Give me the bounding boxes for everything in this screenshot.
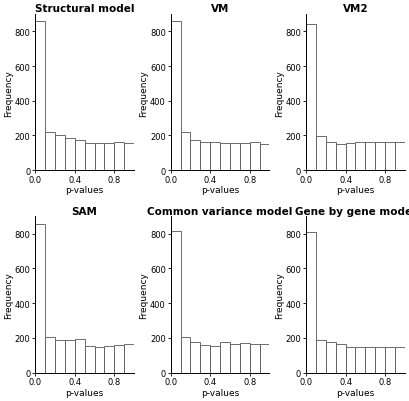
Y-axis label: Frequency: Frequency [275, 271, 284, 318]
Bar [249, 143, 260, 171]
Bar [200, 143, 210, 171]
Bar [200, 345, 210, 373]
Bar [346, 144, 355, 171]
Bar [45, 133, 55, 171]
X-axis label: p-values: p-values [65, 186, 104, 195]
Bar [316, 137, 326, 171]
Bar [171, 231, 180, 373]
Bar [94, 348, 104, 373]
Bar [355, 347, 365, 373]
Bar [210, 346, 220, 373]
Bar [260, 145, 270, 171]
Bar [220, 144, 230, 171]
Title: Gene by gene model: Gene by gene model [295, 206, 409, 216]
Bar [326, 143, 336, 171]
Bar [94, 144, 104, 171]
Bar [230, 144, 240, 171]
Bar [336, 344, 346, 373]
Bar [375, 348, 385, 373]
Bar [45, 337, 55, 373]
Bar [114, 345, 124, 373]
Bar [306, 25, 316, 171]
Y-axis label: Frequency: Frequency [4, 69, 13, 116]
Title: VM: VM [211, 4, 229, 14]
Bar [260, 344, 270, 373]
Bar [240, 343, 249, 373]
Bar [336, 145, 346, 171]
X-axis label: p-values: p-values [65, 388, 104, 397]
Bar [220, 342, 230, 373]
Bar [191, 140, 200, 171]
Bar [55, 136, 65, 171]
Bar [395, 143, 405, 171]
Bar [210, 143, 220, 171]
Bar [65, 340, 75, 373]
Bar [55, 340, 65, 373]
Bar [75, 339, 85, 373]
Bar [180, 133, 191, 171]
X-axis label: p-values: p-values [336, 186, 375, 195]
Y-axis label: Frequency: Frequency [275, 69, 284, 116]
Bar [365, 347, 375, 373]
Bar [385, 142, 395, 171]
Bar [35, 225, 45, 373]
Bar [365, 143, 375, 171]
Bar [191, 342, 200, 373]
Bar [124, 144, 134, 171]
Bar [249, 344, 260, 373]
Bar [171, 22, 180, 171]
Bar [385, 347, 395, 373]
Bar [85, 346, 94, 373]
Bar [355, 143, 365, 171]
Y-axis label: Frequency: Frequency [139, 271, 148, 318]
Bar [85, 144, 94, 171]
Bar [65, 139, 75, 171]
X-axis label: p-values: p-values [336, 388, 375, 397]
Bar [35, 22, 45, 171]
Bar [375, 142, 385, 171]
X-axis label: p-values: p-values [201, 388, 239, 397]
X-axis label: p-values: p-values [201, 186, 239, 195]
Y-axis label: Frequency: Frequency [4, 271, 13, 318]
Bar [104, 346, 114, 373]
Y-axis label: Frequency: Frequency [139, 69, 148, 116]
Bar [395, 347, 405, 373]
Bar [104, 144, 114, 171]
Bar [316, 340, 326, 373]
Bar [306, 232, 316, 373]
Bar [346, 347, 355, 373]
Bar [124, 344, 134, 373]
Bar [326, 342, 336, 373]
Title: SAM: SAM [72, 206, 98, 216]
Title: Common variance model: Common variance model [147, 206, 293, 216]
Bar [240, 144, 249, 171]
Title: VM2: VM2 [343, 4, 368, 14]
Bar [75, 140, 85, 171]
Bar [180, 337, 191, 373]
Bar [230, 344, 240, 373]
Title: Structural model: Structural model [35, 4, 135, 14]
Bar [114, 143, 124, 171]
